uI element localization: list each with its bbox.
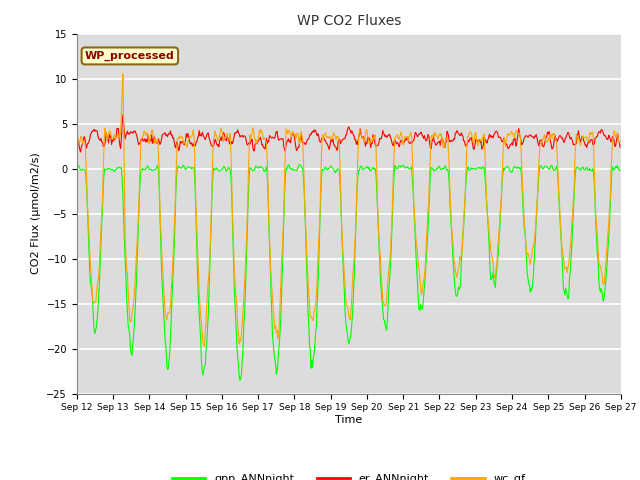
Title: WP CO2 Fluxes: WP CO2 Fluxes [296, 14, 401, 28]
Line: er_ANNnight: er_ANNnight [77, 115, 620, 152]
X-axis label: Time: Time [335, 415, 362, 425]
Line: gpp_ANNnight: gpp_ANNnight [77, 165, 620, 381]
Y-axis label: CO2 Flux (μmol/m2/s): CO2 Flux (μmol/m2/s) [31, 153, 41, 275]
Legend: gpp_ANNnight, er_ANNnight, wc_gf: gpp_ANNnight, er_ANNnight, wc_gf [168, 469, 530, 480]
Text: WP_processed: WP_processed [85, 51, 175, 61]
Line: wc_gf: wc_gf [77, 74, 620, 347]
